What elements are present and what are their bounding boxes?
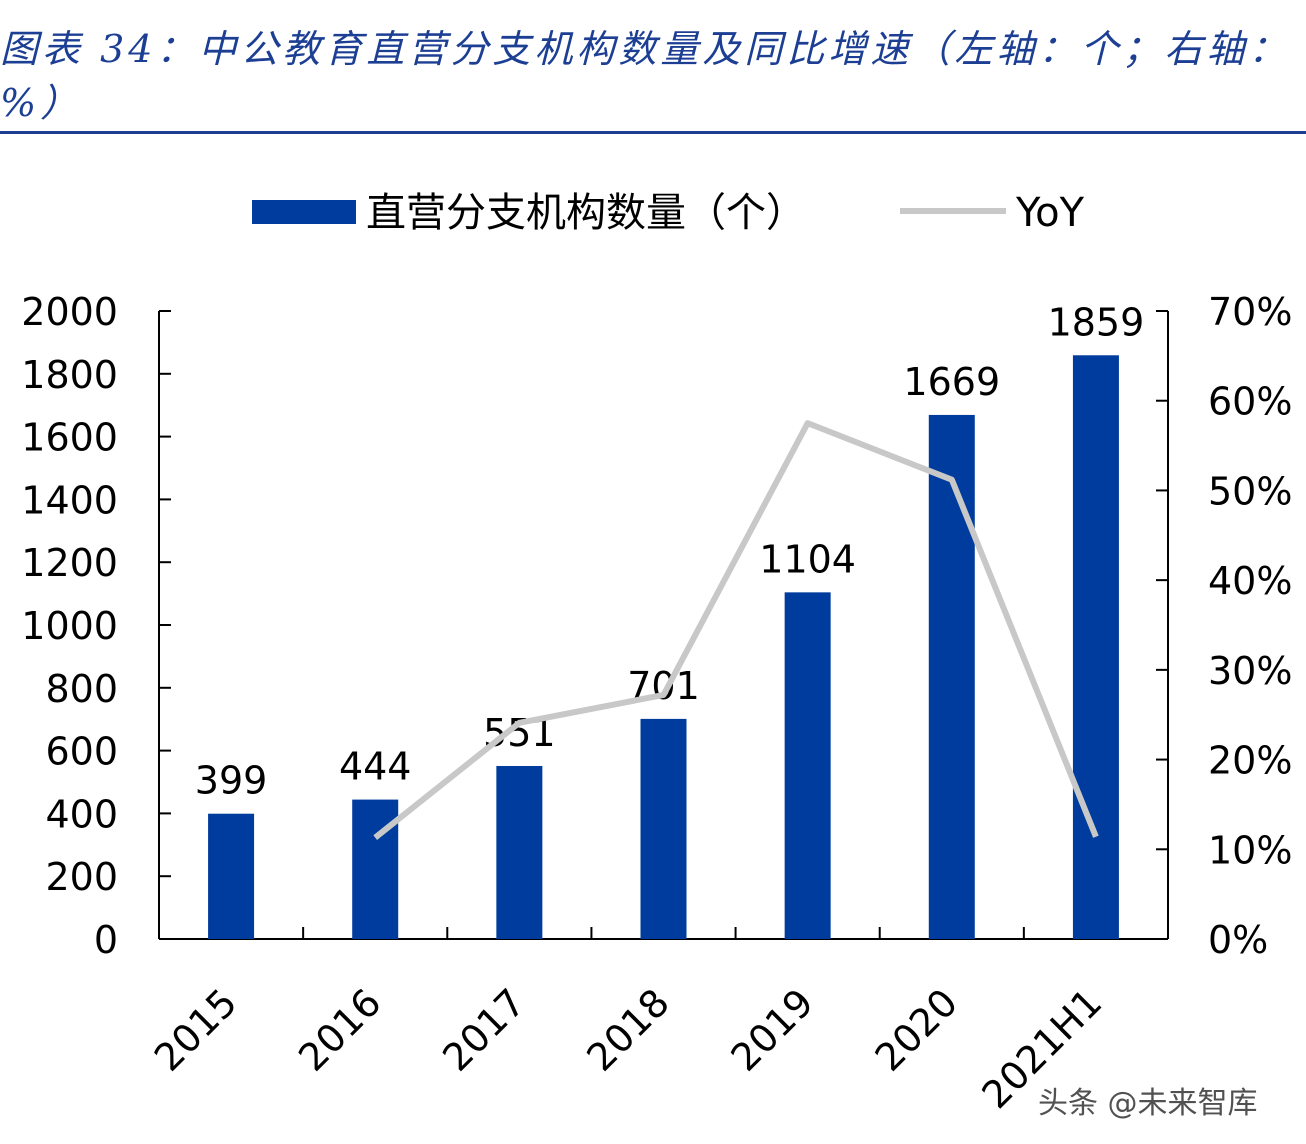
legend-line-label: YoY <box>1015 190 1085 236</box>
left-tick-label: 800 <box>45 667 118 711</box>
legend-bar-label: 直营分支机构数量（个） <box>366 190 806 236</box>
left-tick-label: 400 <box>45 792 118 836</box>
left-tick-label: 2000 <box>21 290 118 334</box>
left-tick-label: 200 <box>45 855 118 899</box>
right-tick-label: 70% <box>1208 290 1292 334</box>
data-label: 399 <box>195 759 268 803</box>
x-tick-label: 2015 <box>146 980 246 1080</box>
watermark: 头条 @未来智库 <box>1038 1086 1258 1121</box>
left-tick-label: 0 <box>94 918 118 962</box>
left-tick-label: 1600 <box>21 416 118 460</box>
legend-bar-swatch <box>252 200 356 224</box>
bar-2017 <box>496 765 543 939</box>
x-tick-label: 2017 <box>434 980 534 1080</box>
title-divider <box>0 131 1306 134</box>
left-tick-label: 1400 <box>21 478 118 522</box>
right-tick-label: 0% <box>1208 918 1268 962</box>
left-tick-label: 1200 <box>21 541 118 585</box>
chart-title: 图表 34：中公教育直营分支机构数量及同比增速（左轴：个；右轴：%） <box>0 27 1291 125</box>
data-label: 1859 <box>1048 300 1145 344</box>
x-tick-label: 2020 <box>867 980 967 1080</box>
x-tick-label: 2019 <box>723 980 823 1080</box>
left-tick-label: 1800 <box>21 353 118 397</box>
left-tick-label: 600 <box>45 730 118 774</box>
right-tick-label: 30% <box>1208 649 1292 693</box>
yoy-line <box>373 420 1099 840</box>
x-tick-label: 2018 <box>578 980 678 1080</box>
data-label: 444 <box>339 745 412 789</box>
data-label: 1104 <box>759 537 856 581</box>
right-tick-label: 50% <box>1208 469 1292 513</box>
bar-2015 <box>208 813 255 939</box>
bar-2019 <box>784 592 831 939</box>
left-tick-label: 1000 <box>21 604 118 648</box>
right-tick-label: 40% <box>1208 559 1292 603</box>
data-label: 1669 <box>903 360 1000 404</box>
x-tick-label: 2016 <box>290 980 390 1080</box>
right-tick-label: 10% <box>1208 828 1292 872</box>
legend: 直营分支机构数量（个） YoY <box>252 190 1085 236</box>
right-tick-label: 20% <box>1208 739 1292 783</box>
bar-2021H1 <box>1072 355 1119 939</box>
bar-2018 <box>640 718 687 939</box>
bar-2016 <box>352 799 399 939</box>
right-tick-label: 60% <box>1208 380 1292 424</box>
bar-2020 <box>928 414 975 940</box>
